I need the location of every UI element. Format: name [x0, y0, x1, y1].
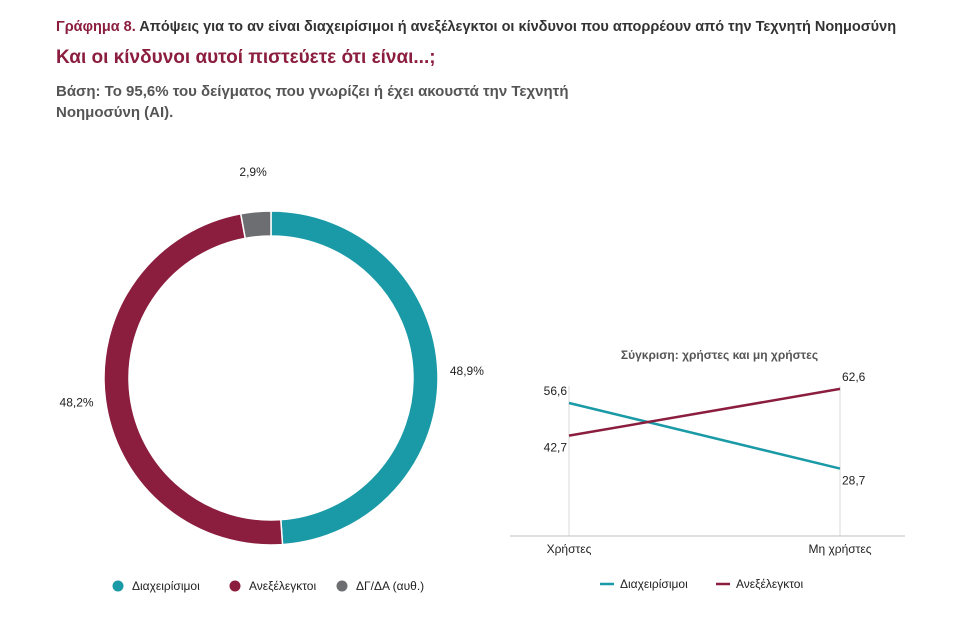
donut-legend-label-2: Ανεξέλεγκτοι [249, 579, 316, 593]
line-x-tick-1: Χρήστες [547, 542, 592, 556]
donut-slice-1 [270, 210, 439, 546]
line-series-2 [568, 387, 841, 437]
chart-subtitle: Και οι κίνδυνοι αυτοί πιστεύετε ότι είνα… [56, 47, 436, 68]
donut-legend: Διαχειρίσιμοι Ανεξέλεγκτοι ΔΓ/ΔΑ (αυθ.) [112, 579, 424, 593]
line-data-label-2-1: 42,7 [544, 441, 568, 455]
donut-value-label-1: 48,9% [450, 364, 484, 378]
donut-slice-3 [239, 210, 272, 240]
figure-title: Απόψεις για το αν είναι διαχειρίσιμοι ή … [139, 19, 897, 35]
donut-legend-marker-2 [229, 580, 241, 592]
sample-base-note: Βάση: Το 95,6% του δείγματος που γνωρίζε… [56, 83, 569, 121]
header: Γράφημα 8. Απόψεις για το αν είναι διαχε… [56, 18, 956, 123]
donut-legend-marker-3 [336, 580, 348, 592]
figure-number: Γράφημα 8. [56, 19, 136, 35]
line-legend: Διαχειρίσιμοι Ανεξέλεγκτοι [600, 577, 803, 591]
donut-value-labels: 48,9% 48,2% 2,9% [60, 165, 485, 410]
line-data-label-1-1: 56,6 [544, 384, 568, 398]
donut-slice-2 [103, 212, 284, 546]
line-series-1 [568, 401, 841, 470]
line-chart-title: Σύγκριση: χρήστες και μη χρήστες [621, 348, 818, 362]
donut-legend-marker-1 [112, 580, 124, 592]
line-legend-label-1: Διαχειρίσιμοι [620, 577, 688, 591]
donut-value-label-2: 48,2% [60, 396, 94, 410]
donut-value-label-3: 2,9% [239, 165, 267, 179]
line-x-tick-2: Μη χρήστες [808, 542, 871, 556]
donut-legend-label-1: Διαχειρίσιμοι [132, 579, 200, 593]
line-data-label-2-2: 62,6 [842, 370, 866, 384]
line-chart: Σύγκριση: χρήστες και μη χρήστες Χρήστες Μ… [510, 348, 905, 556]
donut-chart [103, 210, 439, 546]
donut-legend-label-3: ΔΓ/ΔΑ (αυθ.) [356, 579, 424, 593]
line-legend-label-2: Ανεξέλεγκτοι [736, 577, 803, 591]
line-data-label-1-2: 28,7 [842, 474, 866, 488]
figure-caption: Γράφημα 8. Απόψεις για το αν είναι διαχε… [56, 18, 956, 37]
